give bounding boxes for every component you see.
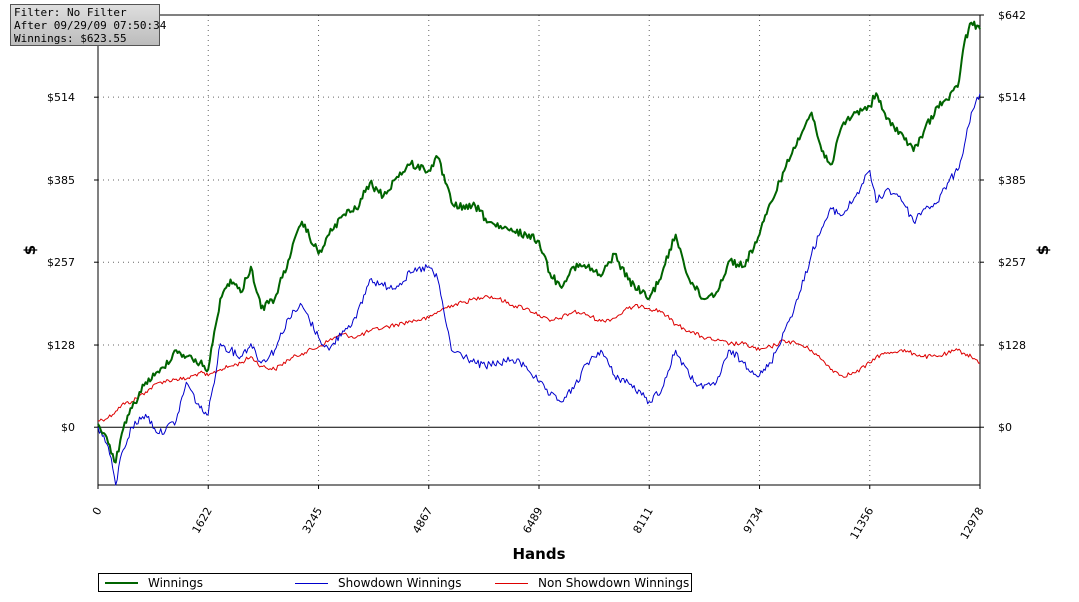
y-axis-title-right: $ (1034, 245, 1052, 255)
x-axis: 0 1622 3245 4867 6489 8111 9734 11356 12978 (90, 485, 987, 542)
y-tick-label-right: $0 (998, 421, 1012, 434)
y-tick-label-right: $642 (998, 9, 1026, 22)
legend-item-non-showdown: Non Showdown Winnings (495, 576, 689, 590)
winnings-line (97, 20, 981, 464)
legend-label-showdown: Showdown Winnings (338, 576, 462, 590)
x-tick-label: 3245 (300, 505, 325, 536)
series-lines (97, 20, 981, 486)
y-tick-label-left: $514 (47, 91, 75, 104)
x-tick-label: 1622 (190, 505, 215, 536)
x-tick-label: 8111 (631, 505, 656, 536)
y-tick-label-left: $257 (47, 256, 75, 269)
legend-label-non-showdown: Non Showdown Winnings (538, 576, 690, 590)
date-filter-text: After 09/29/09 07:50:34 (14, 19, 167, 32)
legend-swatch-non-showdown (495, 582, 528, 584)
filter-info-box: Filter: No Filter After 09/29/09 07:50:3… (10, 4, 167, 46)
y-tick-label-right: $514 (998, 91, 1026, 104)
y-tick-label-left: $128 (47, 339, 75, 352)
legend-swatch-winnings (105, 582, 138, 584)
grid-lines (98, 14, 980, 485)
legend-label-winnings: Winnings (148, 576, 203, 590)
x-tick-label: 0 (90, 505, 105, 518)
y-tick-label-left: $0 (61, 421, 75, 434)
x-tick-label: 12978 (958, 505, 987, 542)
winnings-total-text: Winnings: $623.55 (14, 32, 127, 45)
legend-swatch-showdown (295, 582, 328, 584)
y-axis-title-left: $ (21, 245, 39, 255)
x-tick-label: 4867 (410, 505, 435, 536)
y-tick-label-left: $385 (47, 174, 75, 187)
chart-legend: Winnings Showdown Winnings Non Showdown … (98, 573, 692, 592)
filter-text: Filter: No Filter (14, 6, 127, 19)
y-tick-label-right: $385 (998, 174, 1026, 187)
y-axis-right: $0 $128 $257 $385 $514 $642 (980, 9, 1026, 434)
y-axis-left: $0$128$257$385$514$642 (47, 9, 98, 434)
legend-item-winnings: Winnings (105, 576, 203, 590)
showdown-winnings-line (97, 93, 981, 486)
y-tick-label-right: $128 (998, 339, 1026, 352)
non-showdown-winnings-line (97, 295, 981, 422)
x-axis-title: Hands (512, 545, 565, 563)
x-tick-label: 9734 (741, 505, 766, 536)
x-tick-label: 6489 (520, 505, 545, 536)
legend-item-showdown: Showdown Winnings (295, 576, 462, 590)
x-tick-label: 11356 (848, 505, 877, 542)
y-tick-label-right: $257 (998, 256, 1026, 269)
